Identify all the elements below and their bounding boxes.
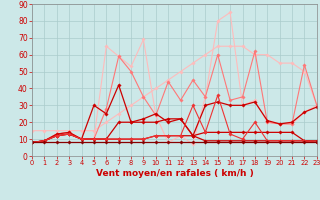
X-axis label: Vent moyen/en rafales ( km/h ): Vent moyen/en rafales ( km/h ) bbox=[96, 169, 253, 178]
